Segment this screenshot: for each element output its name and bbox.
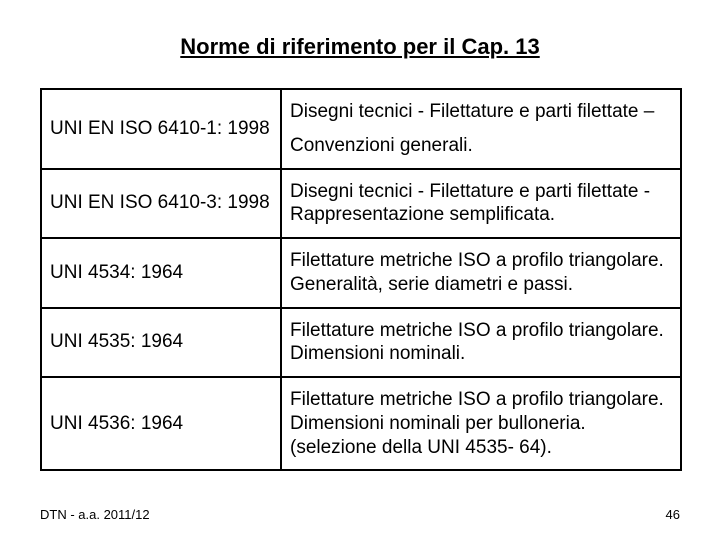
page-title: Norme di riferimento per il Cap. 13 bbox=[0, 0, 720, 88]
table-row: UNI EN ISO 6410-3: 1998 Disegni tecnici … bbox=[41, 169, 681, 239]
norm-description: Filettature metriche ISO a profilo trian… bbox=[281, 238, 681, 308]
norm-code: UNI 4536: 1964 bbox=[41, 377, 281, 470]
norm-description: Filettature metriche ISO a profilo trian… bbox=[281, 308, 681, 378]
norm-code: UNI 4534: 1964 bbox=[41, 238, 281, 308]
desc-line: Convenzioni generali. bbox=[290, 134, 672, 158]
table-row: UNI 4536: 1964 Filettature metriche ISO … bbox=[41, 377, 681, 470]
norm-description: Disegni tecnici - Filettature e parti fi… bbox=[281, 169, 681, 239]
table-row: UNI 4534: 1964 Filettature metriche ISO … bbox=[41, 238, 681, 308]
norm-description: Disegni tecnici - Filettature e parti fi… bbox=[281, 89, 681, 169]
norm-code: UNI EN ISO 6410-3: 1998 bbox=[41, 169, 281, 239]
norm-code: UNI 4535: 1964 bbox=[41, 308, 281, 378]
table-row: UNI 4535: 1964 Filettature metriche ISO … bbox=[41, 308, 681, 378]
page-number: 46 bbox=[666, 507, 680, 522]
footer: DTN - a.a. 2011/12 46 bbox=[40, 507, 680, 522]
desc-line: Disegni tecnici - Filettature e parti fi… bbox=[290, 100, 672, 124]
footer-left: DTN - a.a. 2011/12 bbox=[40, 507, 150, 522]
table-row: UNI EN ISO 6410-1: 1998 Disegni tecnici … bbox=[41, 89, 681, 169]
norms-table: UNI EN ISO 6410-1: 1998 Disegni tecnici … bbox=[40, 88, 682, 471]
norm-code: UNI EN ISO 6410-1: 1998 bbox=[41, 89, 281, 169]
norm-description: Filettature metriche ISO a profilo trian… bbox=[281, 377, 681, 470]
